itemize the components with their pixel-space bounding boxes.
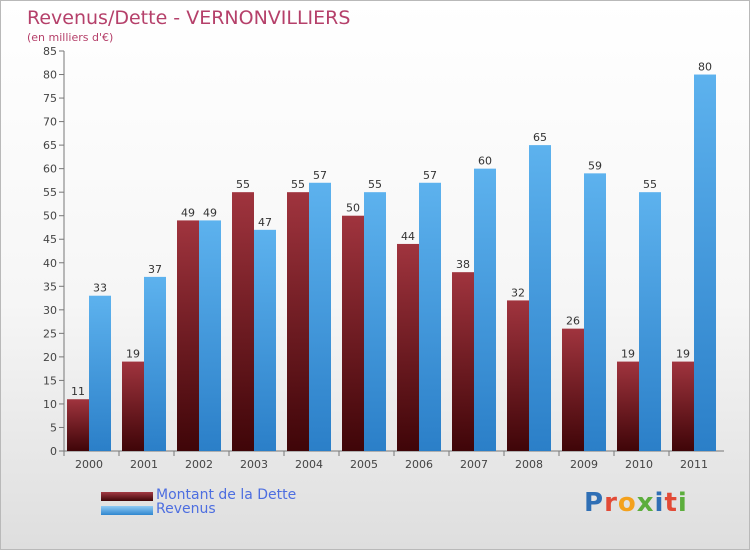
data-label-dette-2010: 19 [621, 348, 635, 361]
x-tick-label-2009: 2009 [570, 458, 598, 471]
bar-revenus-2000 [89, 295, 111, 451]
x-tick-label-2005: 2005 [350, 458, 378, 471]
legend-label-revenus: Revenus [156, 501, 216, 517]
data-label-revenus-2010: 55 [643, 178, 657, 191]
logo-letter: i [654, 488, 665, 518]
legend-label-dette: Montant de la Dette [156, 487, 297, 503]
data-label-revenus-2009: 59 [588, 159, 602, 172]
x-tick-label-2006: 2006 [405, 458, 433, 471]
y-tick-label: 75 [43, 92, 57, 105]
x-tick-label-2010: 2010 [625, 458, 653, 471]
y-tick-label: 55 [43, 186, 57, 199]
bar-dette-2001 [122, 361, 144, 451]
legend-swatch-revenus [101, 506, 153, 515]
bar-revenus-2001 [144, 276, 166, 451]
bar-dette-2010 [617, 361, 639, 451]
y-tick-label: 50 [43, 210, 57, 223]
proxiti-logo: Proxiti [584, 488, 688, 518]
bar-revenus-2008 [529, 145, 551, 451]
logo-letter: t [664, 488, 678, 518]
logo-letter: P [584, 488, 605, 518]
bar-dette-2000 [67, 399, 89, 451]
data-label-revenus-2006: 57 [423, 169, 437, 182]
y-tick-label: 80 [43, 69, 57, 82]
chart-title: Revenus/Dette - VERNONVILLIERS [27, 7, 351, 29]
x-tick-label-2002: 2002 [185, 458, 213, 471]
y-tick-label: 20 [43, 351, 57, 364]
data-label-dette-2001: 19 [126, 348, 140, 361]
data-label-dette-2005: 50 [346, 202, 360, 215]
data-label-revenus-2011: 80 [698, 61, 712, 74]
bar-dette-2009 [562, 328, 584, 451]
bar-revenus-2011 [694, 74, 716, 451]
logo-letter: i [677, 488, 688, 518]
data-label-revenus-2003: 47 [258, 216, 272, 229]
data-label-revenus-2001: 37 [148, 263, 162, 276]
y-tick-label: 35 [43, 280, 57, 293]
bar-revenus-2004 [309, 182, 331, 451]
x-tick-label-2000: 2000 [75, 458, 103, 471]
data-label-revenus-2005: 55 [368, 178, 382, 191]
bar-dette-2011 [672, 361, 694, 451]
bar-dette-2004 [287, 192, 309, 452]
bar-dette-2005 [342, 215, 364, 451]
bar-dette-2002 [177, 220, 199, 451]
data-label-dette-2011: 19 [676, 348, 690, 361]
y-tick-label: 10 [43, 398, 57, 411]
logo-letter: r [604, 488, 618, 518]
y-tick-label: 70 [43, 116, 57, 129]
y-tick-label: 45 [43, 233, 57, 246]
logo-letter: x [636, 488, 655, 518]
chart-subtitle: (en milliers d'€) [27, 31, 114, 44]
data-label-revenus-2007: 60 [478, 155, 492, 168]
x-tick-label-2008: 2008 [515, 458, 543, 471]
data-label-revenus-2000: 33 [93, 282, 107, 295]
y-tick-label: 85 [43, 45, 57, 58]
bar-revenus-2002 [199, 220, 221, 451]
bar-revenus-2007 [474, 168, 496, 451]
y-tick-label: 30 [43, 304, 57, 317]
bar-revenus-2009 [584, 173, 606, 451]
bar-revenus-2006 [419, 182, 441, 451]
data-label-revenus-2004: 57 [313, 169, 327, 182]
x-tick-label-2001: 2001 [130, 458, 158, 471]
data-label-dette-2004: 55 [291, 178, 305, 191]
bar-dette-2003 [232, 192, 254, 452]
data-label-dette-2006: 44 [401, 230, 415, 243]
data-label-dette-2000: 11 [71, 385, 85, 398]
x-tick-label-2011: 2011 [680, 458, 708, 471]
x-tick-label-2007: 2007 [460, 458, 488, 471]
data-label-revenus-2008: 65 [533, 131, 547, 144]
bar-revenus-2010 [639, 192, 661, 452]
data-label-revenus-2002: 49 [203, 206, 217, 219]
y-tick-label: 65 [43, 139, 57, 152]
y-tick-label: 0 [50, 445, 57, 458]
data-label-dette-2002: 49 [181, 206, 195, 219]
y-tick-label: 60 [43, 163, 57, 176]
y-tick-label: 25 [43, 327, 57, 340]
bar-revenus-2005 [364, 192, 386, 452]
bar-revenus-2003 [254, 229, 276, 451]
data-label-dette-2007: 38 [456, 258, 470, 271]
logo-letter: o [617, 488, 637, 518]
data-label-dette-2009: 26 [566, 315, 580, 328]
y-tick-label: 5 [50, 421, 57, 434]
x-tick-label-2004: 2004 [295, 458, 323, 471]
y-tick-label: 15 [43, 374, 57, 387]
legend-swatch-dette [101, 492, 153, 501]
x-tick-label-2003: 2003 [240, 458, 268, 471]
data-label-dette-2003: 55 [236, 178, 250, 191]
bar-dette-2007 [452, 272, 474, 451]
bar-dette-2006 [397, 243, 419, 451]
bar-dette-2008 [507, 300, 529, 451]
y-tick-label: 40 [43, 257, 57, 270]
data-label-dette-2008: 32 [511, 286, 525, 299]
